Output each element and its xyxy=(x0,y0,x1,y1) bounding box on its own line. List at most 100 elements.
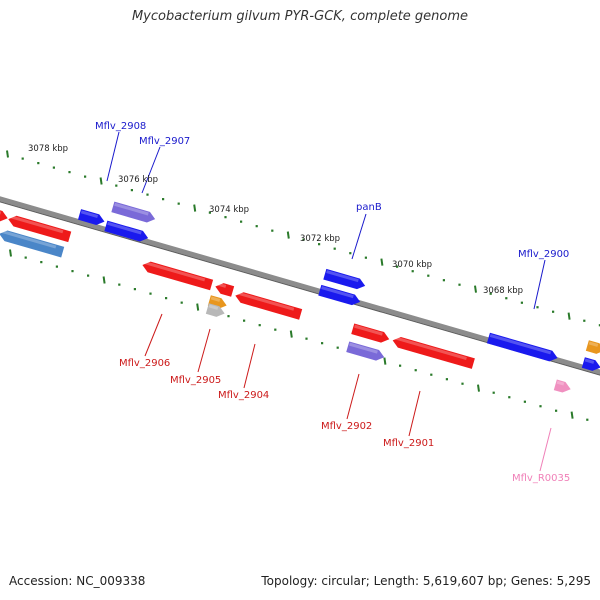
leader-mflv-2905 xyxy=(197,328,211,373)
gene-mflv-2908[interactable] xyxy=(77,209,106,227)
inner-minor-tick xyxy=(71,270,74,273)
gene-label-mflv-2906: Mflv_2906 xyxy=(119,358,170,369)
outer-major-tick xyxy=(6,150,9,158)
leader-mflv-2900 xyxy=(533,259,546,310)
gene-mflv-2904-highlight xyxy=(236,291,295,311)
gene-grey[interactable] xyxy=(205,303,226,319)
gene-blue-panb-2-body xyxy=(318,284,361,306)
outer-minor-tick xyxy=(68,171,71,174)
inner-minor-tick xyxy=(399,364,402,367)
gene-mflv-2907-body xyxy=(111,201,156,223)
gene-red-left-highlight xyxy=(9,215,64,234)
gene-mflv-r0035[interactable] xyxy=(553,379,572,394)
inner-major-tick xyxy=(383,357,387,365)
gene-mflv-2905[interactable] xyxy=(214,281,235,297)
gene-purple-2-body xyxy=(346,341,385,361)
outer-major-tick xyxy=(474,285,477,293)
gene-lightblue-left[interactable] xyxy=(0,229,65,258)
gene-purple-2[interactable] xyxy=(346,341,386,362)
gene-label-mflv-2902: Mflv_2902 xyxy=(321,421,372,432)
outer-minor-tick xyxy=(52,166,55,169)
outer-minor-tick xyxy=(21,157,24,160)
inner-minor-tick xyxy=(445,378,448,381)
gene-panb-body xyxy=(323,268,366,290)
outer-minor-tick xyxy=(162,198,165,201)
gene-mflv-2907-highlight xyxy=(114,202,149,216)
inner-minor-tick xyxy=(414,369,417,372)
gene-mflv-2901-body xyxy=(392,337,475,369)
gene-panb[interactable] xyxy=(323,268,366,291)
inner-ticks xyxy=(9,249,589,421)
gene-label-mflv-2908: Mflv_2908 xyxy=(95,121,146,132)
gene-red-far-left[interactable] xyxy=(0,208,9,223)
inner-major-tick xyxy=(289,330,293,338)
gene-blue-panb-2[interactable] xyxy=(318,284,361,307)
outer-minor-tick xyxy=(458,283,461,286)
gene-mflv-r0035-body xyxy=(553,379,571,393)
gene-mflv-2907[interactable] xyxy=(111,201,156,225)
gene-mflv-2906[interactable] xyxy=(141,260,214,291)
outer-minor-tick xyxy=(349,252,352,255)
gene-mflv-2900-highlight xyxy=(489,333,552,355)
outer-minor-tick xyxy=(271,229,274,232)
inner-minor-tick xyxy=(180,301,183,304)
gene-blue-panb-2-highlight xyxy=(321,286,354,299)
gene-mflv-2904-body xyxy=(235,292,303,320)
outer-minor-tick xyxy=(255,225,258,228)
outer-minor-tick xyxy=(536,306,539,309)
outer-minor-tick xyxy=(598,324,600,327)
scale-label-3076: 3076 kbp xyxy=(118,175,158,185)
inner-minor-tick xyxy=(461,382,464,385)
gene-mflv-2901[interactable] xyxy=(391,335,475,369)
outer-minor-tick xyxy=(505,297,508,300)
outer-minor-tick xyxy=(427,274,430,277)
inner-minor-tick xyxy=(336,346,339,349)
gene-mflv-2908-highlight xyxy=(80,210,99,218)
gene-features xyxy=(0,201,600,394)
label-leader-lines xyxy=(106,131,552,472)
outer-minor-tick xyxy=(318,243,321,246)
outer-minor-tick xyxy=(115,184,118,187)
gene-orange-right[interactable] xyxy=(585,340,600,356)
gene-blue-right[interactable] xyxy=(581,357,600,373)
gene-blue-2[interactable] xyxy=(104,220,149,244)
gene-lightblue-left-body xyxy=(0,230,65,258)
scale-label-3074: 3074 kbp xyxy=(209,205,249,215)
outer-minor-tick xyxy=(583,319,586,322)
outer-minor-tick xyxy=(177,202,180,205)
leader-mflv-2901 xyxy=(408,390,421,437)
scale-label-3068: 3068 kbp xyxy=(483,286,523,296)
inner-minor-tick xyxy=(149,292,152,295)
outer-minor-tick xyxy=(84,175,87,178)
gene-blue-right-body xyxy=(581,357,600,371)
leader-mflv-2904 xyxy=(243,343,256,389)
outer-minor-tick xyxy=(302,238,305,241)
gene-orange-highlight xyxy=(210,296,221,302)
gene-label-mflv-2901: Mflv_2901 xyxy=(383,438,434,449)
outer-major-tick xyxy=(286,231,290,239)
outer-minor-tick xyxy=(130,189,133,192)
gene-mflv-2902[interactable] xyxy=(351,323,391,344)
gene-purple-2-highlight xyxy=(349,342,378,354)
gene-mflv-2906-highlight xyxy=(143,260,206,282)
inner-minor-tick xyxy=(24,256,27,259)
inner-minor-tick xyxy=(258,324,261,327)
gene-mflv-2906-body xyxy=(142,261,214,291)
inner-minor-tick xyxy=(165,297,168,300)
gene-red-left-body xyxy=(8,215,72,243)
outer-minor-tick xyxy=(489,292,492,295)
gene-mflv-2904[interactable] xyxy=(234,290,303,320)
gene-mflv-r0035-highlight xyxy=(556,380,565,386)
gene-label-mflv-r0035: Mflv_R0035 xyxy=(512,473,570,484)
gene-mflv-2900[interactable] xyxy=(486,332,559,364)
gene-blue-right-highlight xyxy=(584,358,595,364)
gene-red-left[interactable] xyxy=(7,214,72,243)
scale-label-3078: 3078 kbp xyxy=(28,144,68,154)
outer-minor-tick xyxy=(146,193,149,196)
gene-label-mflv-2904: Mflv_2904 xyxy=(218,390,269,401)
inner-minor-tick xyxy=(118,283,121,286)
leader-mflv-2902 xyxy=(346,373,360,420)
gene-blue-2-body xyxy=(104,220,149,242)
